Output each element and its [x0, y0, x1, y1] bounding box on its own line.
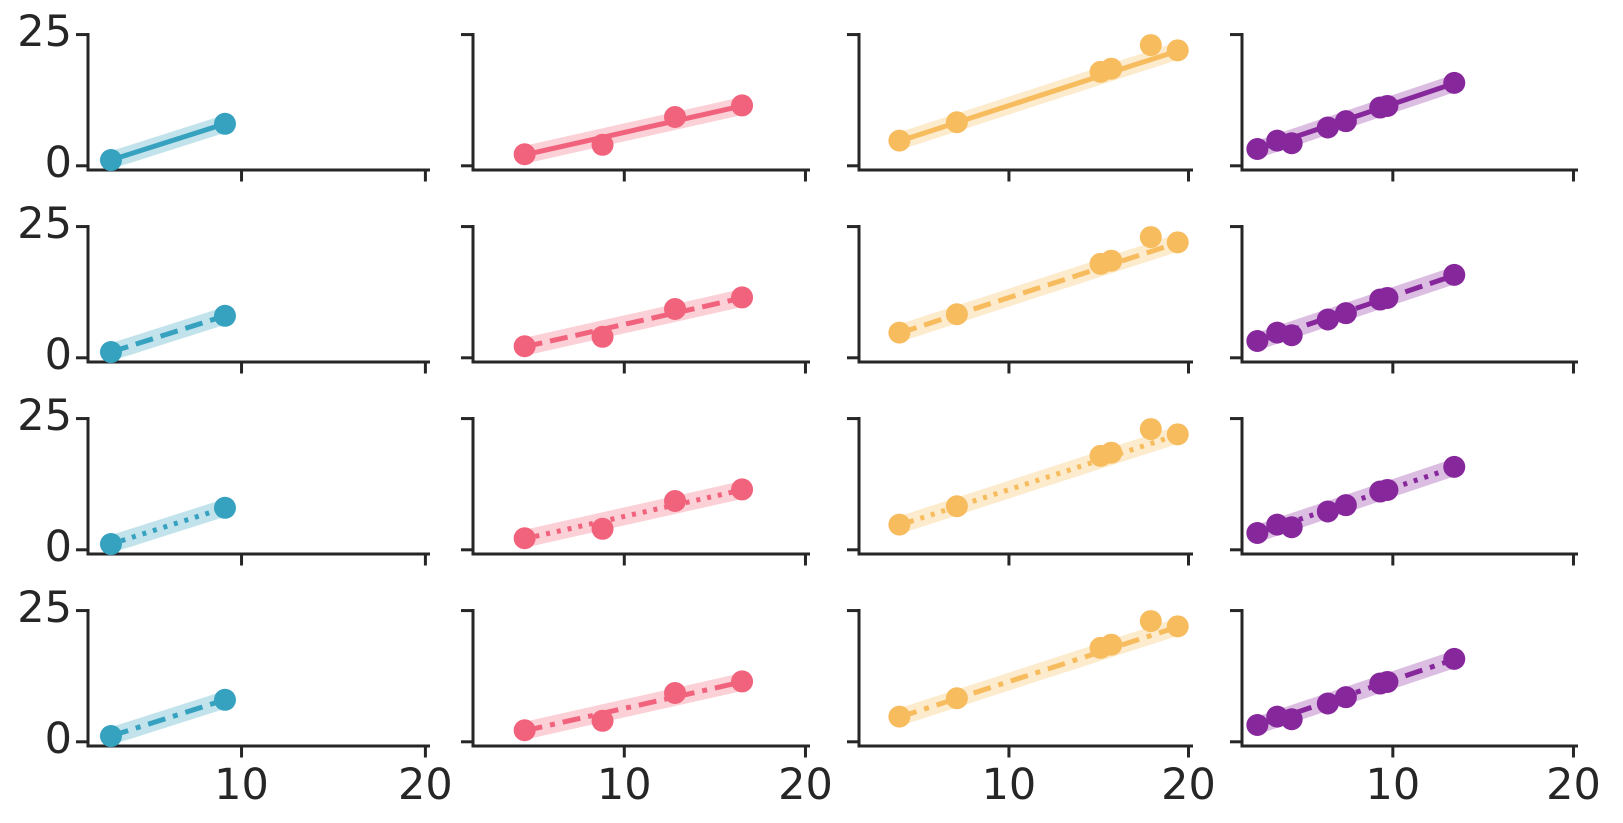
- data-point: [1139, 418, 1162, 441]
- x-tick-label: 20: [1546, 760, 1601, 810]
- data-point: [1376, 478, 1399, 501]
- data-point: [591, 325, 614, 348]
- trend-line-dashed: [898, 240, 1179, 336]
- trend-line-solid: [524, 103, 743, 158]
- subplot-r3c4: [1230, 417, 1578, 566]
- data-point: [664, 297, 687, 320]
- y-tick-label: 0: [44, 713, 72, 764]
- confidence-band: [1257, 266, 1455, 351]
- data-point: [1280, 516, 1303, 539]
- data-point: [213, 496, 236, 519]
- data-point: [1139, 226, 1162, 249]
- data-point: [591, 709, 614, 732]
- x-tick-label: 20: [778, 760, 833, 810]
- data-point: [664, 681, 687, 704]
- confidence-band: [110, 498, 225, 554]
- data-point: [1166, 615, 1189, 638]
- trend-line-dotted: [524, 487, 743, 542]
- data-point: [1376, 670, 1399, 693]
- subplot-r3c2: [461, 417, 810, 566]
- data-point: [945, 687, 968, 710]
- data-point: [1100, 441, 1123, 464]
- subplot-r2c4: [1230, 225, 1578, 374]
- subplot-r3c1: [76, 417, 430, 566]
- y-tick-label: 0: [44, 521, 72, 572]
- data-point: [1166, 423, 1189, 446]
- data-point: [1139, 34, 1162, 57]
- y-tick-label: 0: [44, 329, 72, 380]
- x-tick-label: 10: [214, 760, 269, 810]
- trend-line-dotted: [110, 505, 226, 547]
- data-point: [1100, 633, 1123, 656]
- trend-line-dotted: [1256, 465, 1456, 536]
- trend-line-solid: [1256, 81, 1456, 152]
- data-point: [99, 725, 122, 748]
- subplot-r3c3: [847, 417, 1193, 566]
- x-tick-label: 10: [1365, 760, 1421, 810]
- subplot-r2c3: [847, 225, 1193, 374]
- data-point: [731, 286, 754, 309]
- confidence-band: [1257, 458, 1455, 543]
- trend-line-dotted: [898, 432, 1179, 528]
- data-point: [1443, 71, 1466, 94]
- data-point: [1139, 610, 1162, 633]
- data-point: [731, 478, 754, 501]
- data-point: [1166, 39, 1189, 62]
- trend-line-dashed: [1256, 273, 1456, 344]
- data-point: [99, 533, 122, 556]
- trend-line-dashed: [110, 313, 226, 355]
- y-tick-label: 0: [44, 137, 72, 188]
- trend-line-dashdot: [524, 679, 743, 734]
- data-point: [99, 341, 122, 364]
- data-point: [591, 517, 614, 540]
- data-point: [99, 149, 122, 172]
- subplot-r1c2: [461, 33, 810, 182]
- y-tick-label: 25: [17, 390, 72, 441]
- y-tick-label: 25: [17, 582, 72, 633]
- trend-line-solid: [110, 121, 226, 163]
- subplot-r4c2: [461, 609, 810, 758]
- data-point: [1443, 647, 1466, 670]
- confidence-band: [524, 672, 743, 740]
- x-tick-label: 20: [398, 760, 453, 810]
- subplot-r4c3: [847, 609, 1193, 758]
- subplot-r2c2: [461, 225, 810, 374]
- subplot-r4c1: [76, 609, 430, 758]
- data-point: [1443, 455, 1466, 478]
- x-tick-label: 20: [1161, 760, 1216, 810]
- trend-line-solid: [898, 48, 1179, 144]
- x-tick-label: 10: [981, 760, 1037, 810]
- trend-line-dashed: [524, 295, 743, 350]
- confidence-band: [110, 690, 225, 746]
- confidence-band: [1257, 650, 1455, 735]
- data-point: [731, 670, 754, 693]
- data-point: [731, 94, 754, 117]
- data-point: [213, 688, 236, 711]
- data-point: [1166, 231, 1189, 254]
- data-point: [213, 304, 236, 327]
- trend-line-dashdot: [1256, 657, 1456, 728]
- data-point: [945, 495, 968, 518]
- trend-line-dashdot: [898, 624, 1179, 720]
- data-point: [664, 489, 687, 512]
- data-point: [1443, 263, 1466, 286]
- subplot-r4c4: [1230, 609, 1578, 758]
- y-tick-label: 25: [17, 198, 72, 249]
- y-tick-label: 25: [17, 6, 72, 57]
- x-tick-label: 10: [596, 760, 652, 810]
- subplot-r2c1: [76, 225, 430, 374]
- subplot-r1c3: [847, 33, 1193, 182]
- subplot-r1c1: [76, 33, 430, 182]
- subplot-r1c4: [1230, 33, 1578, 182]
